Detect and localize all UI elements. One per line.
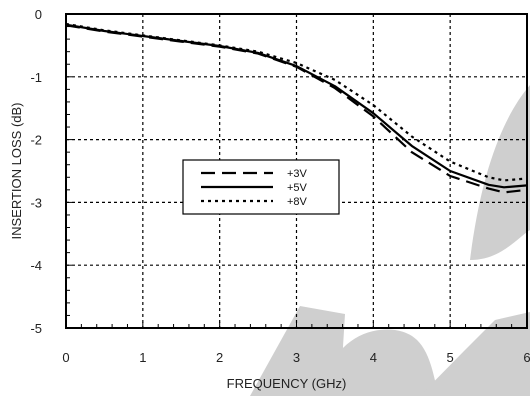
watermark-shape-1 <box>318 329 438 396</box>
x-tick-label: 0 <box>62 350 69 365</box>
y-tick-label: -1 <box>30 70 42 85</box>
x-tick-label: 1 <box>139 350 146 365</box>
x-axis-title: FREQUENCY (GHz) <box>227 376 347 391</box>
x-tick-label: 3 <box>293 350 300 365</box>
x-tick-label: 4 <box>370 350 377 365</box>
legend-label-1: +5V <box>287 182 308 194</box>
watermark <box>250 85 530 396</box>
x-tick-labels: 0 1 2 3 4 5 6 <box>62 350 530 365</box>
y-tick-label: -4 <box>30 258 42 273</box>
legend-label-0: +3V <box>287 168 308 180</box>
watermark-shape-2 <box>420 312 530 396</box>
y-tick-label: -2 <box>30 133 42 148</box>
x-tick-label: 2 <box>216 350 223 365</box>
y-tick-label: -3 <box>30 195 42 210</box>
series-lines <box>65 22 528 194</box>
series-line-2 <box>65 22 528 182</box>
watermark-shape-3 <box>470 85 530 260</box>
y-tick-labels: 0 -1 -2 -3 -4 -5 <box>30 7 42 336</box>
y-axis-title: INSERTION LOSS (dB) <box>9 102 24 239</box>
axis-ticks <box>65 13 528 329</box>
y-tick-label: -5 <box>30 321 42 336</box>
x-tick-label: 6 <box>523 350 530 365</box>
x-tick-label: 5 <box>447 350 454 365</box>
legend-label-2: +8V <box>287 196 308 208</box>
y-tick-label: 0 <box>35 7 42 22</box>
legend: +3V +5V +8V <box>182 159 340 215</box>
